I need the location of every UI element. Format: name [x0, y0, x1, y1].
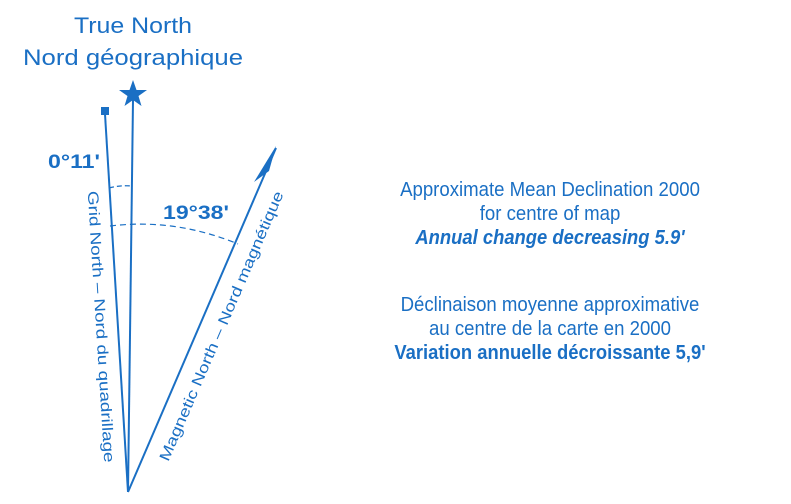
true-north-label: True North	[74, 13, 192, 38]
square-marker-icon	[101, 107, 109, 115]
declination-en-line3: Annual change decreasing 5.9'	[415, 227, 685, 249]
grid-angle-arc	[108, 185, 132, 189]
magnetic-north-label: Magnetic North – Nord magnétique	[156, 189, 287, 464]
declination-french: Déclinaison moyenne approximative au cen…	[330, 293, 770, 365]
declination-en-line2: for centre of map	[479, 203, 621, 225]
declination-en-line1: Approximate Mean Declination 2000	[400, 179, 700, 201]
magnetic-north-line	[127, 147, 277, 493]
grid-north-line	[104, 113, 129, 493]
magnetic-angle-label: 19°38'	[163, 203, 229, 224]
star-icon	[119, 80, 147, 106]
declination-english: Approximate Mean Declination 2000 for ce…	[330, 178, 770, 250]
grid-angle-label: 0°11'	[48, 152, 100, 173]
declination-fr-line2: au centre de la carte en 2000	[429, 318, 671, 340]
true-north-line	[127, 99, 134, 493]
nord-geographique-label: Nord géographique	[23, 45, 243, 70]
declination-fr-line1: Déclinaison moyenne approximative	[400, 294, 700, 316]
magnetic-angle-arc	[109, 223, 239, 245]
half-arrow-icon	[254, 146, 276, 182]
declination-fr-line3: Variation annuelle décroissante 5,9'	[394, 342, 706, 364]
